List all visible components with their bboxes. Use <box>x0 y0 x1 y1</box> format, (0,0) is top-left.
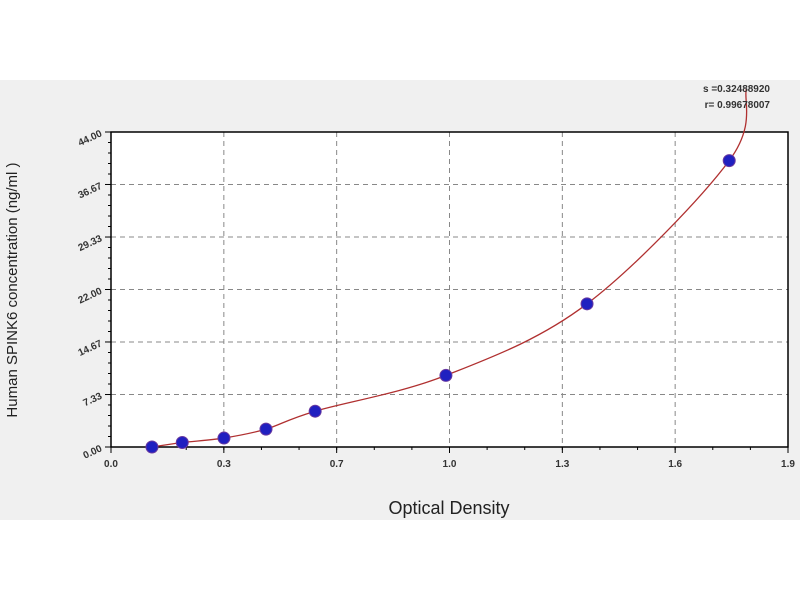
y-tick-label: 22.00 <box>77 286 105 307</box>
data-point <box>308 404 322 418</box>
x-tick-label: 0.0 <box>104 459 118 470</box>
fit-curve <box>151 88 748 448</box>
data-point <box>175 436 189 450</box>
y-tick-label: 29.33 <box>77 233 105 254</box>
x-tick-label: 1.0 <box>443 459 457 470</box>
annotation-r: r= 0.99678007 <box>705 100 771 111</box>
data-point <box>580 297 594 311</box>
y-tick-label: 44.00 <box>77 128 105 149</box>
y-tick-label: 36.67 <box>77 181 105 202</box>
data-point <box>259 422 273 436</box>
y-tick-label: 7.33 <box>82 391 105 409</box>
x-axis-label: Optical Density <box>388 498 509 518</box>
x-tick-label: 0.7 <box>330 459 344 470</box>
data-point <box>217 431 231 445</box>
y-axis-label: Human SPINK6 concentration (ng/ml ) <box>4 162 21 417</box>
x-tick-label: 1.3 <box>555 459 569 470</box>
y-tick-label: 0.00 <box>82 443 105 461</box>
data-point <box>145 440 159 454</box>
annotation-s: s =0.32488920 <box>703 84 770 95</box>
x-tick-label: 1.6 <box>668 459 682 470</box>
y-tick-label: 14.67 <box>77 338 105 359</box>
x-tick-label: 1.9 <box>781 459 795 470</box>
data-point <box>722 154 736 168</box>
data-point <box>439 368 453 382</box>
x-tick-label: 0.3 <box>217 459 231 470</box>
